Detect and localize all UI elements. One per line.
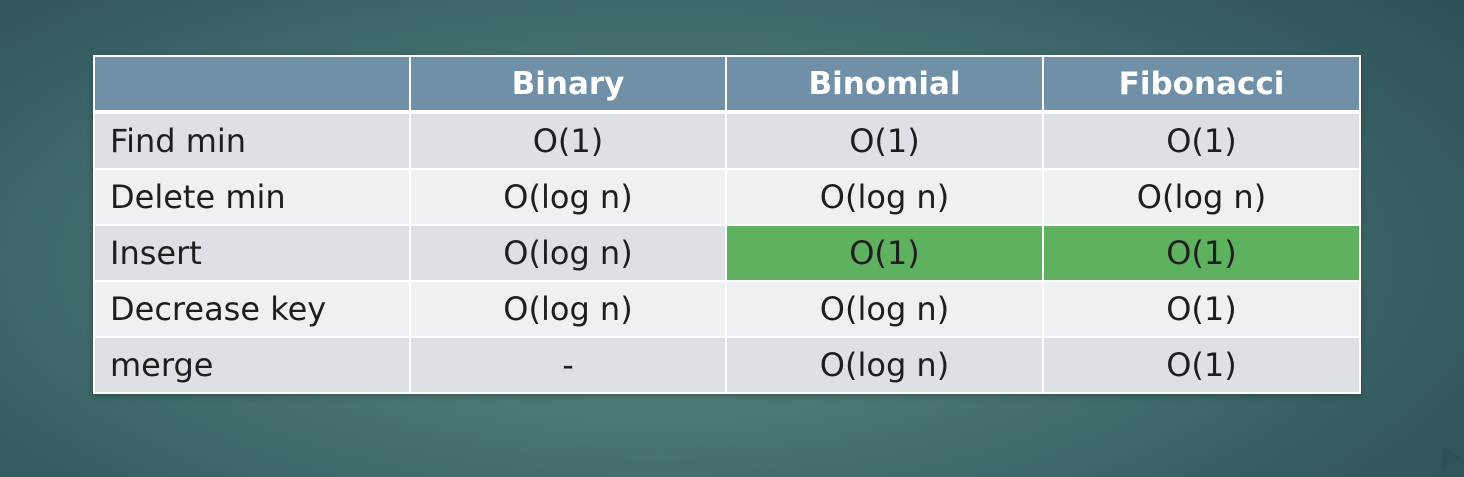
- cell-fibonacci: O(1): [1042, 336, 1361, 394]
- row-label: Find min: [93, 111, 411, 170]
- header-binary: Binary: [409, 55, 727, 114]
- table-row-delete-min: Delete min O(log n) O(log n) O(log n): [93, 168, 1361, 226]
- cell-binary: O(log n): [409, 168, 727, 226]
- cell-binomial: O(1): [725, 111, 1044, 170]
- cell-binary: O(log n): [409, 224, 727, 282]
- right-triangle-icon[interactable]: [1442, 447, 1464, 469]
- table-row-merge: merge - O(log n) O(1): [93, 336, 1361, 394]
- row-label: Decrease key: [93, 280, 411, 338]
- cell-binomial: O(log n): [725, 336, 1044, 394]
- cell-binary: -: [409, 336, 727, 394]
- cell-binomial: O(log n): [725, 168, 1044, 226]
- cell-fibonacci: O(1): [1042, 111, 1361, 170]
- cell-fibonacci: O(1): [1042, 280, 1361, 338]
- row-label: Insert: [93, 224, 411, 282]
- header-fibonacci: Fibonacci: [1042, 55, 1361, 114]
- table-row-find-min: Find min O(1) O(1) O(1): [93, 111, 1361, 170]
- cell-binary: O(1): [409, 111, 727, 170]
- cell-binomial: O(log n): [725, 280, 1044, 338]
- table-header-row: Binary Binomial Fibonacci: [93, 55, 1361, 114]
- cell-fibonacci: O(log n): [1042, 168, 1361, 226]
- cell-binomial-highlighted: O(1): [725, 224, 1044, 282]
- cell-binary: O(log n): [409, 280, 727, 338]
- table-row-insert: Insert O(log n) O(1) O(1): [93, 224, 1361, 282]
- complexity-comparison-table: Binary Binomial Fibonacci Find min O(1) …: [93, 55, 1361, 394]
- row-label: Delete min: [93, 168, 411, 226]
- header-corner-cell: [93, 55, 411, 114]
- row-label: merge: [93, 336, 411, 394]
- cell-fibonacci-highlighted: O(1): [1042, 224, 1361, 282]
- table-row-decrease-key: Decrease key O(log n) O(log n) O(1): [93, 280, 1361, 338]
- header-binomial: Binomial: [725, 55, 1044, 114]
